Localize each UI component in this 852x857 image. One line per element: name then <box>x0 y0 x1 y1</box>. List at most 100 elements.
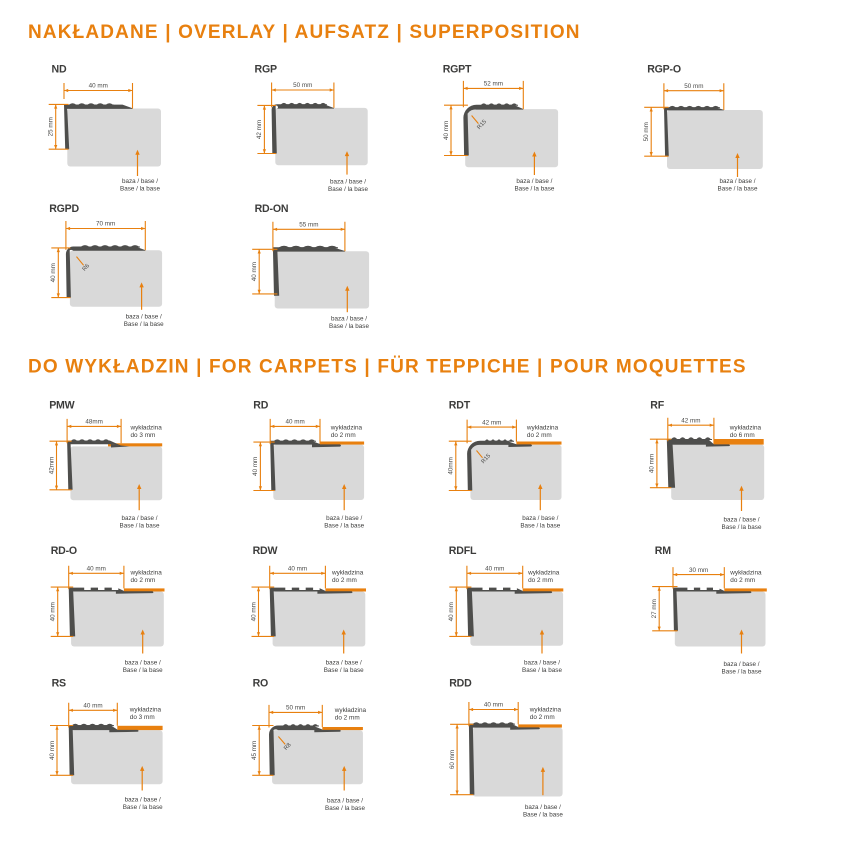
svg-text:wykładzina: wykładzina <box>331 570 364 577</box>
svg-text:baza / base /: baza / base / <box>122 178 158 185</box>
svg-text:40 mm: 40 mm <box>288 566 307 573</box>
svg-text:50 mm: 50 mm <box>684 83 703 90</box>
svg-text:do 3 mm: do 3 mm <box>130 714 155 721</box>
svg-text:wykładzina: wykładzina <box>729 570 762 577</box>
svg-text:Base / la base: Base / la base <box>324 667 364 674</box>
svg-text:50 mm: 50 mm <box>286 705 305 712</box>
svg-text:RGPT: RGPT <box>443 64 472 76</box>
svg-text:baza / base /: baza / base / <box>121 515 157 522</box>
svg-text:Base / la base: Base / la base <box>325 805 365 812</box>
svg-text:do 2 mm: do 2 mm <box>335 714 360 721</box>
svg-text:70 mm: 70 mm <box>96 221 115 228</box>
svg-text:NAKŁADANE | OVERLAY | AUFSATZ: NAKŁADANE | OVERLAY | AUFSATZ | SUPERPOS… <box>28 22 581 43</box>
svg-text:wykładzina: wykładzina <box>527 570 560 577</box>
svg-text:ND: ND <box>52 64 67 76</box>
svg-text:Base / la base: Base / la base <box>328 186 368 193</box>
svg-text:Base / la base: Base / la base <box>123 667 163 674</box>
svg-text:RM: RM <box>655 545 671 557</box>
svg-text:40 mm: 40 mm <box>443 121 450 140</box>
svg-text:40 mm: 40 mm <box>649 454 656 473</box>
svg-text:baza / base /: baza / base / <box>330 179 366 186</box>
svg-text:do 2 mm: do 2 mm <box>131 577 156 584</box>
svg-text:PMW: PMW <box>49 400 74 412</box>
svg-text:42 mm: 42 mm <box>256 120 263 139</box>
svg-text:RGP: RGP <box>255 64 277 76</box>
svg-text:do 2 mm: do 2 mm <box>530 714 555 721</box>
svg-text:42 mm: 42 mm <box>482 419 501 426</box>
svg-text:RD-ON: RD-ON <box>255 203 289 215</box>
svg-text:Base / la base: Base / la base <box>514 185 554 192</box>
svg-text:RGPD: RGPD <box>49 203 79 215</box>
svg-text:RO: RO <box>253 678 269 690</box>
svg-text:baza / base /: baza / base / <box>327 798 363 805</box>
svg-text:40 mm: 40 mm <box>50 602 57 621</box>
svg-text:Base / la base: Base / la base <box>722 524 762 531</box>
svg-text:40 mm: 40 mm <box>484 702 503 709</box>
svg-text:Base / la base: Base / la base <box>520 523 560 530</box>
svg-text:wykładzina: wykładzina <box>729 425 762 432</box>
svg-text:40 mm: 40 mm <box>485 566 504 573</box>
svg-text:RDT: RDT <box>449 400 471 412</box>
svg-text:wykładzina: wykładzina <box>130 425 163 432</box>
svg-text:do 3 mm: do 3 mm <box>131 432 156 439</box>
svg-text:Base / la base: Base / la base <box>324 523 364 530</box>
svg-text:40 mm: 40 mm <box>250 602 257 621</box>
svg-text:do 2 mm: do 2 mm <box>730 577 755 584</box>
svg-text:wykładzina: wykładzina <box>526 425 559 432</box>
svg-text:RD: RD <box>253 400 268 412</box>
svg-text:RDD: RDD <box>449 678 472 690</box>
svg-text:25 mm: 25 mm <box>48 117 55 136</box>
svg-text:42mm: 42mm <box>48 457 55 475</box>
svg-text:50 mm: 50 mm <box>293 82 312 89</box>
svg-text:baza / base /: baza / base / <box>125 660 161 667</box>
svg-text:do 2 mm: do 2 mm <box>331 432 356 439</box>
svg-text:40 mm: 40 mm <box>448 602 455 621</box>
svg-text:40 mm: 40 mm <box>83 703 102 710</box>
svg-text:45 mm: 45 mm <box>251 741 258 760</box>
svg-text:50 mm: 50 mm <box>643 122 650 141</box>
svg-text:RGP-O: RGP-O <box>647 64 681 76</box>
svg-text:40 mm: 40 mm <box>285 419 304 426</box>
svg-text:R15: R15 <box>476 119 488 131</box>
svg-text:baza / base /: baza / base / <box>524 660 560 667</box>
svg-text:40 mm: 40 mm <box>89 83 108 90</box>
svg-text:baza / base /: baza / base / <box>331 315 367 322</box>
svg-text:52 mm: 52 mm <box>484 81 503 88</box>
svg-text:RF: RF <box>650 400 664 412</box>
svg-text:baza / base /: baza / base / <box>719 178 755 185</box>
svg-text:40 mm: 40 mm <box>49 741 56 760</box>
svg-text:Base / la base: Base / la base <box>124 321 164 328</box>
svg-text:60 mm: 60 mm <box>449 750 456 769</box>
svg-text:Base / la base: Base / la base <box>523 812 563 819</box>
svg-text:wykładzina: wykładzina <box>130 570 163 577</box>
svg-text:Base / la base: Base / la base <box>718 185 758 192</box>
svg-text:RS: RS <box>52 678 66 690</box>
svg-text:do 2 mm: do 2 mm <box>528 577 553 584</box>
svg-text:48mm: 48mm <box>85 419 103 426</box>
svg-text:baza / base /: baza / base / <box>522 515 558 522</box>
svg-text:40 mm: 40 mm <box>50 263 57 282</box>
svg-text:R8: R8 <box>283 742 292 752</box>
svg-text:do 6 mm: do 6 mm <box>730 432 755 439</box>
svg-text:baza / base /: baza / base / <box>326 660 362 667</box>
svg-text:30 mm: 30 mm <box>689 567 708 574</box>
svg-text:27 mm: 27 mm <box>651 599 658 618</box>
svg-text:Base / la base: Base / la base <box>722 669 762 676</box>
svg-text:wykładzina: wykładzina <box>129 707 162 714</box>
svg-text:do 2 mm: do 2 mm <box>332 577 357 584</box>
svg-text:DO WYKŁADZIN | FOR CARPETS | F: DO WYKŁADZIN | FOR CARPETS | FÜR TEPPICH… <box>28 357 747 378</box>
svg-text:RDFL: RDFL <box>449 545 477 557</box>
svg-text:baza / base /: baza / base / <box>516 178 552 185</box>
svg-text:R6: R6 <box>82 263 91 273</box>
svg-text:Base / la base: Base / la base <box>120 185 160 192</box>
svg-text:baza / base /: baza / base / <box>525 804 561 811</box>
svg-text:wykładzina: wykładzina <box>529 707 562 714</box>
svg-text:baza / base /: baza / base / <box>126 313 162 320</box>
svg-text:baza / base /: baza / base / <box>723 517 759 524</box>
svg-text:wykładzina: wykładzina <box>330 425 363 432</box>
svg-text:55 mm: 55 mm <box>299 222 318 229</box>
svg-text:40 mm: 40 mm <box>87 566 106 573</box>
svg-text:baza / base /: baza / base / <box>326 515 362 522</box>
svg-text:do 2 mm: do 2 mm <box>527 432 552 439</box>
svg-text:Base / la base: Base / la base <box>522 667 562 674</box>
